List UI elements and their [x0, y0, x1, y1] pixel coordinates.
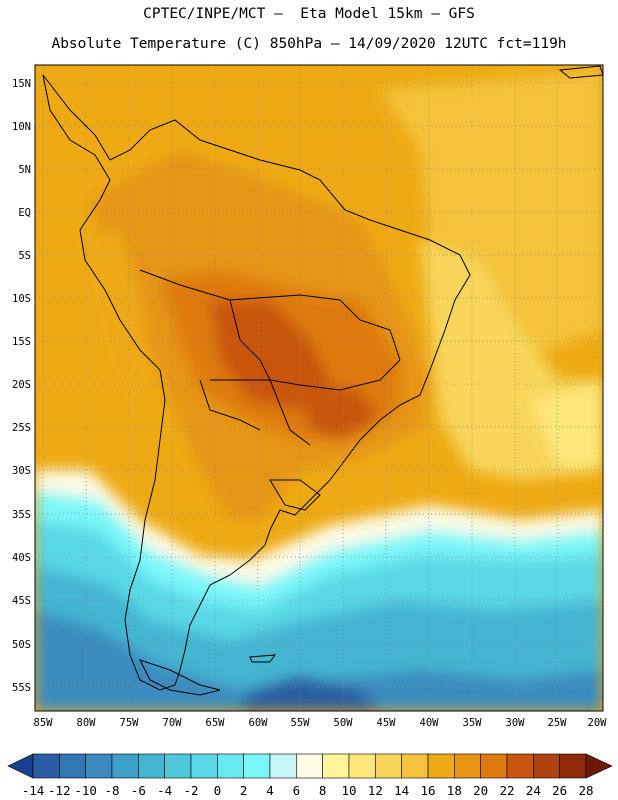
colorbar-swatch: [190, 753, 218, 779]
colorbar-label: 10: [341, 783, 356, 798]
map-frame: [34, 64, 604, 712]
lat-label: 55S: [12, 682, 31, 694]
colorbar-swatch: [559, 753, 587, 779]
colorbar-label: 2: [240, 783, 248, 798]
lat-label: 35S: [12, 509, 31, 521]
colorbar-label: -10: [74, 783, 97, 798]
colorbar: -14 -12 -10 -8 -6 -4 -2 0 2 4 6 8 10 12 14 16 18 20 22 24 26…: [7, 753, 613, 798]
colorbar-swatch: [296, 753, 323, 779]
colorbar-label: -14: [22, 783, 45, 798]
colorbar-swatch: [138, 753, 165, 779]
lat-label: 10N: [12, 121, 31, 133]
colorbar-swatch: [111, 753, 139, 779]
colorbar-label: 6: [293, 783, 301, 798]
lat-label: 40S: [12, 552, 31, 564]
colorbar-swatch: [533, 753, 560, 779]
colorbar-swatch: [243, 753, 271, 779]
lon-label: 75W: [120, 717, 140, 729]
lat-label: 5N: [18, 164, 31, 176]
colorbar-label: -4: [157, 783, 172, 798]
lon-label: 65W: [206, 717, 226, 729]
colorbar-label: 4: [266, 783, 274, 798]
colorbar-arrow-high: [585, 753, 613, 779]
colorbar-label: 0: [214, 783, 222, 798]
colorbar-swatch: [480, 753, 508, 779]
lon-label: 50W: [334, 717, 354, 729]
lat-label: 15S: [12, 336, 31, 348]
colorbar-swatch: [32, 753, 60, 779]
colorbar-label: 22: [499, 783, 514, 798]
latitude-axis: 15N 10N 5N EQ 5S 10S 15S 20S 25S 30S 35S…: [12, 78, 31, 694]
coastlines: [42, 65, 603, 696]
lon-label: 60W: [249, 717, 269, 729]
colorbar-label: 26: [552, 783, 567, 798]
lon-label: 55W: [291, 717, 311, 729]
longitude-axis: 85W 80W 75W 70W 65W 60W 55W 50W 45W 40W …: [34, 717, 608, 729]
lon-label: 70W: [163, 717, 183, 729]
chart-subtitle: Absolute Temperature (C) 850hPa – 14/09/…: [51, 36, 567, 52]
colorbar-swatch: [269, 753, 297, 779]
lon-label: 30W: [506, 717, 526, 729]
colorbar-label: 20: [473, 783, 488, 798]
temperature-field: [35, 65, 603, 711]
colorbar-swatch: [164, 753, 192, 779]
colorbar-label: -2: [183, 783, 198, 798]
colorbar-swatch: [506, 753, 534, 779]
lat-label: 45S: [12, 595, 31, 607]
colorbar-swatch: [217, 753, 244, 779]
colorbar-swatch: [454, 753, 481, 779]
lat-label: 15N: [12, 78, 31, 90]
colorbar-swatch: [85, 753, 113, 779]
lon-label: 40W: [420, 717, 440, 729]
colorbar-label: 16: [420, 783, 435, 798]
colorbar-swatch: [59, 753, 86, 779]
colorbar-label: 14: [394, 783, 409, 798]
lon-label: 80W: [77, 717, 97, 729]
lon-label: 25W: [548, 717, 568, 729]
colorbar-label: -8: [104, 783, 119, 798]
lat-label: 10S: [12, 293, 31, 305]
colorbar-swatch: [427, 753, 455, 779]
colorbar-label: 12: [368, 783, 383, 798]
colorbar-arrow-low: [7, 753, 34, 779]
colorbar-swatch: [375, 753, 402, 779]
lon-label: 20W: [588, 717, 608, 729]
lat-label: 5S: [18, 250, 31, 262]
chart-title: CPTEC/INPE/MCT – Eta Model 15km – GFS: [143, 6, 475, 22]
lat-label: 30S: [12, 465, 31, 477]
colorbar-label: 18: [447, 783, 462, 798]
lon-label: 85W: [34, 717, 54, 729]
colorbar-swatch: [348, 753, 376, 779]
lat-label: 50S: [12, 639, 31, 651]
lat-label: 20S: [12, 379, 31, 391]
colorbar-label: 8: [319, 783, 327, 798]
colorbar-label: 24: [526, 783, 541, 798]
colorbar-swatch: [322, 753, 350, 779]
graticule: [35, 65, 603, 711]
lon-label: 45W: [377, 717, 397, 729]
lat-label: 25S: [12, 422, 31, 434]
colorbar-label: 28: [578, 783, 593, 798]
colorbar-label: -12: [48, 783, 71, 798]
colorbar-swatch: [401, 753, 429, 779]
lon-label: 35W: [463, 717, 483, 729]
colorbar-label: -6: [131, 783, 146, 798]
lat-label: EQ: [18, 207, 31, 219]
